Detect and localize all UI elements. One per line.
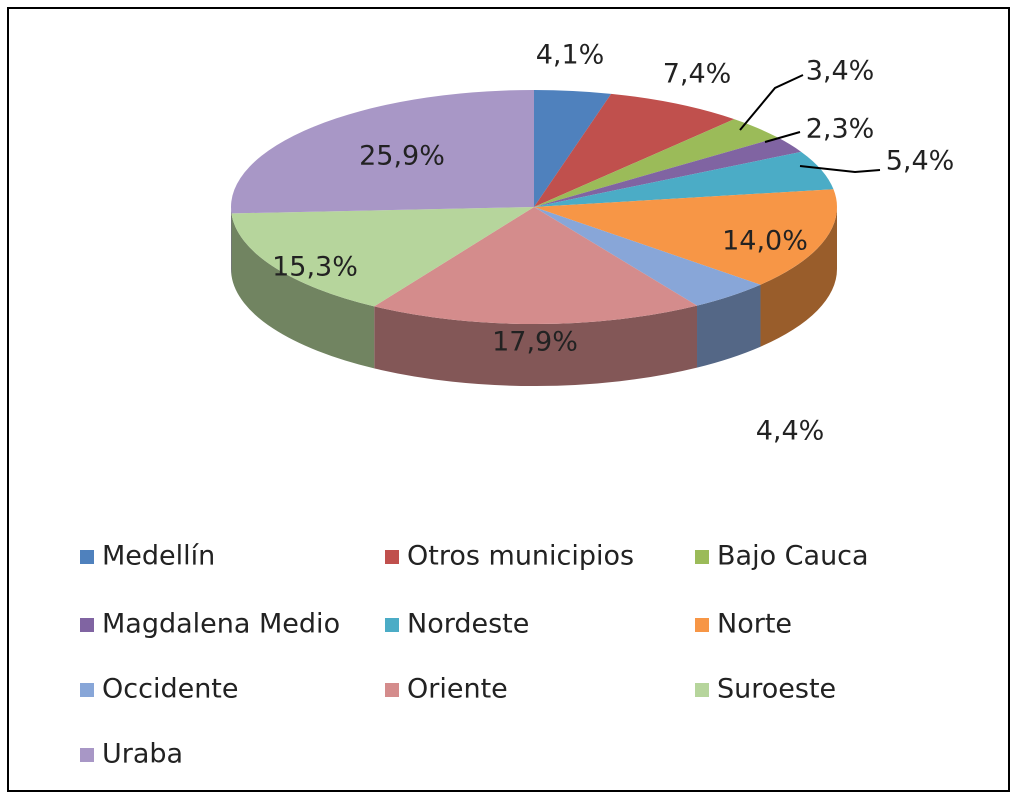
data-label: 17,9% [492,327,578,358]
pie-slice [374,207,698,324]
legend-label: Nordeste [407,609,529,640]
pie-slice [534,119,778,207]
legend-swatch [385,550,399,564]
pie-slice [534,93,735,207]
pie-slice [534,137,802,207]
data-label: 4,4% [756,416,825,447]
pie-slice-side [374,305,698,386]
pie-slice [231,207,534,307]
data-label: 2,3% [806,114,875,145]
legend-label: Medellín [102,541,215,572]
data-label: 5,4% [886,146,955,177]
legend-label: Bajo Cauca [717,541,869,572]
leader-line [739,74,804,131]
legend-label: Magdalena Medio [102,609,340,640]
legend-swatch [385,683,399,697]
pie-slice [534,207,761,306]
pie-slice [534,189,837,285]
leader-line [799,165,881,174]
pie-slice-side [231,213,375,369]
pie-slice [534,90,612,207]
legend-label: Norte [717,609,792,640]
legend-label: Otros municipios [407,541,634,572]
legend-swatch [385,618,399,632]
data-label: 7,4% [663,59,732,90]
pie-slice [231,90,534,214]
legend-swatch [695,618,709,632]
legend-label: Oriente [407,674,508,705]
pie-slice-side [760,207,837,347]
legend-swatch [80,683,94,697]
legend-swatch [695,550,709,564]
pie-slice-side [697,284,761,368]
data-label: 14,0% [722,226,808,257]
data-label: 15,3% [272,252,358,283]
legend-swatch [695,683,709,697]
data-label: 3,4% [806,56,875,87]
legend-label: Occidente [102,674,239,705]
data-label: 25,9% [359,141,445,172]
legend-swatch [80,550,94,564]
legend-label: Uraba [102,739,183,770]
leader-line [764,131,801,143]
legend-label: Suroeste [717,674,836,705]
legend-swatch [80,748,94,762]
legend-swatch [80,618,94,632]
pie-slice [534,151,834,207]
data-label: 4,1% [536,40,605,71]
